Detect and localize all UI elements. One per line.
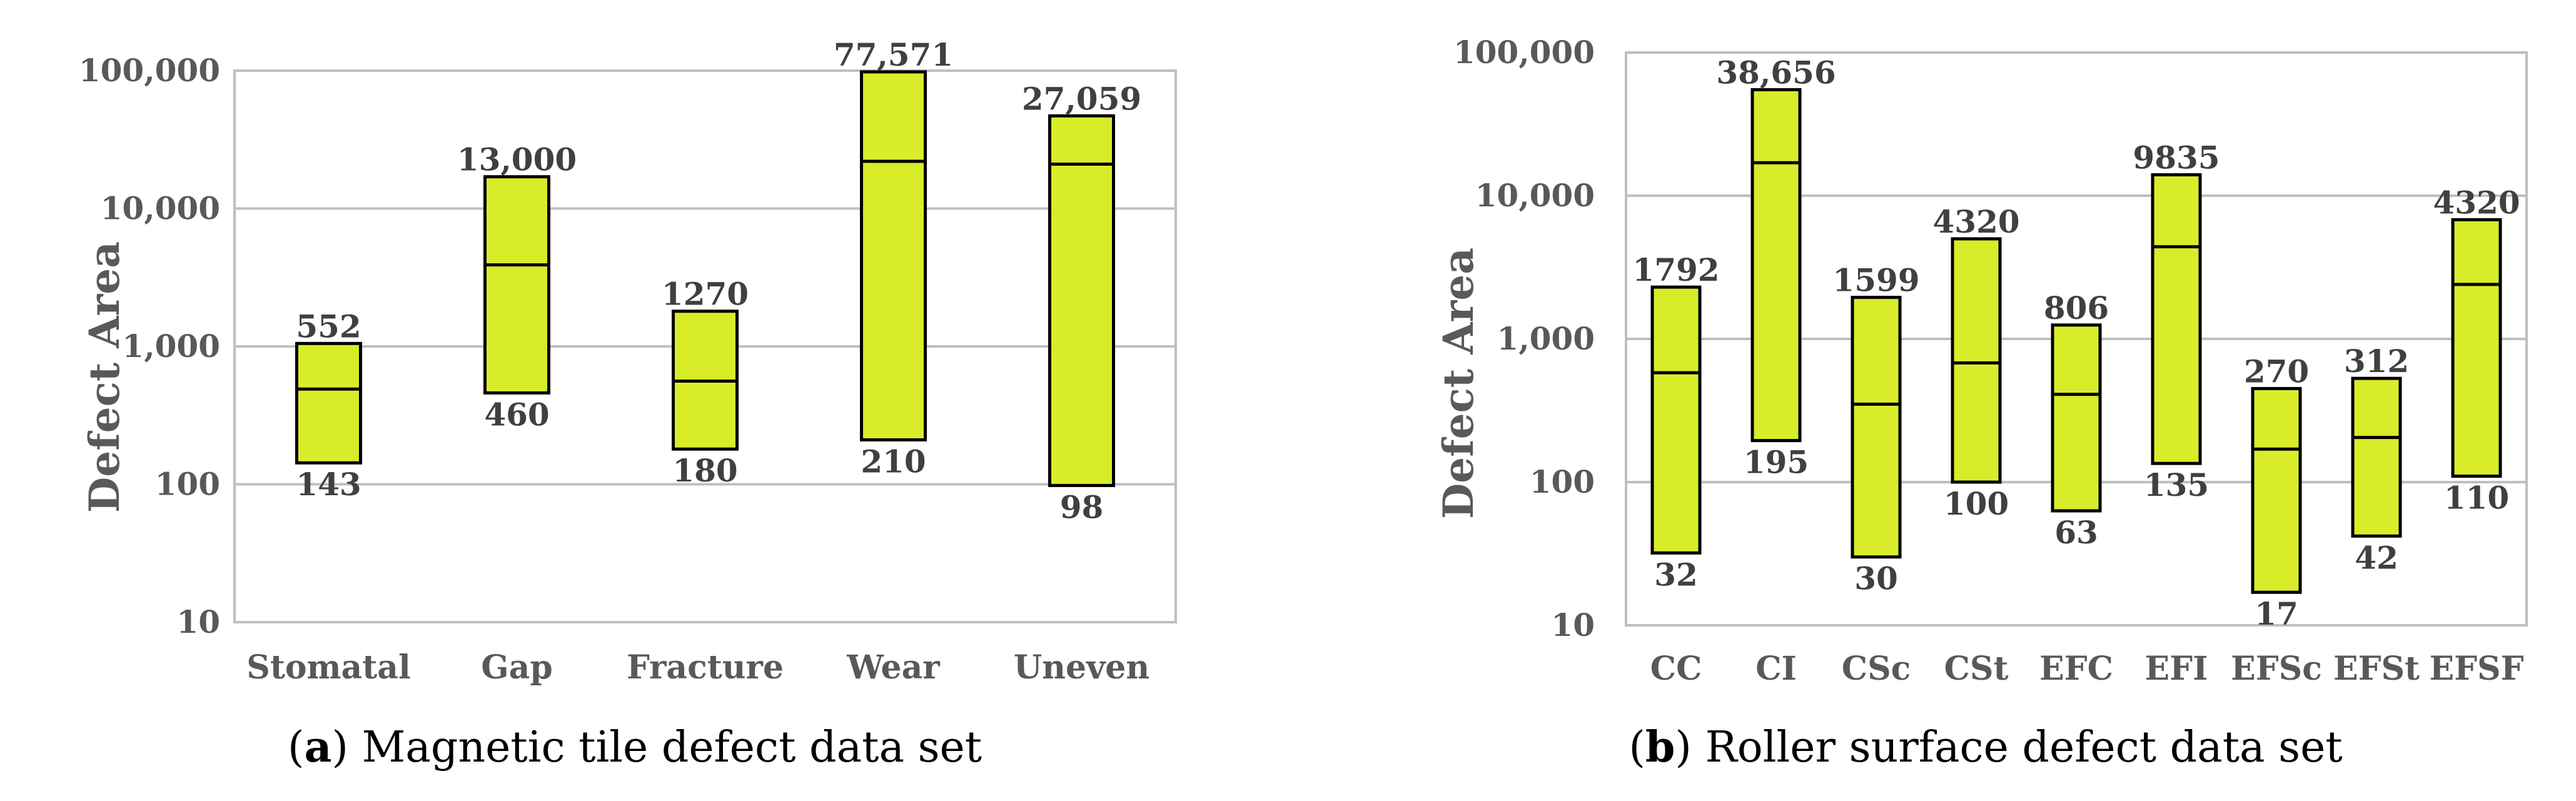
data-label-bottom: 135 xyxy=(2144,466,2209,503)
data-label-bottom: 195 xyxy=(1744,444,1809,481)
x-tick-label: Wear xyxy=(846,648,940,687)
x-tick-label: Fracture xyxy=(627,648,784,687)
y-tick-label: 100,000 xyxy=(79,52,220,89)
y-tick-label: 10,000 xyxy=(1475,177,1595,214)
y-tick-label: 100 xyxy=(155,466,220,503)
panel-b-chart: 10 100 1,000 10,000 100,000 Defect Area 1792 32… xyxy=(1434,34,2528,688)
range-bar xyxy=(1750,88,1802,443)
x-tick-label: EFSc xyxy=(2231,650,2322,688)
data-label-top: 270 xyxy=(2244,353,2309,390)
data-label-top: 4320 xyxy=(2433,184,2520,221)
y-tick-label: 1,000 xyxy=(1497,320,1595,357)
data-label-bottom: 30 xyxy=(1854,560,1898,597)
data-label-top: 312 xyxy=(2344,343,2409,380)
y-axis-title: Defect Area xyxy=(1434,248,1483,519)
data-label-bottom: 110 xyxy=(2444,480,2509,516)
data-label-bottom: 42 xyxy=(2355,539,2398,576)
data-label-top: 552 xyxy=(296,308,361,345)
data-label-bottom: 32 xyxy=(1654,556,1698,593)
data-label-bottom: 63 xyxy=(2054,514,2098,551)
y-tick-label: 10,000 xyxy=(101,190,220,227)
data-label-bottom: 460 xyxy=(484,396,549,433)
data-label-bottom: 98 xyxy=(1060,488,1104,525)
x-tick-label: EFSt xyxy=(2333,650,2420,688)
data-label-bottom: 100 xyxy=(1944,485,2009,522)
x-tick-label: Uneven xyxy=(1014,648,1149,687)
plot-area-border xyxy=(233,69,1177,623)
data-label-top: 4320 xyxy=(1932,203,2019,240)
y-tick-label: 10 xyxy=(1551,607,1595,643)
y-tick-label: 100,000 xyxy=(1453,34,1595,71)
data-label-top: 13,000 xyxy=(457,141,577,178)
data-label-top: 806 xyxy=(2044,290,2109,326)
x-tick-label: CSc xyxy=(1842,650,1911,688)
data-label-bottom: 17 xyxy=(2255,595,2298,632)
y-tick-label: 100 xyxy=(1530,463,1595,500)
range-bar xyxy=(295,341,362,465)
data-label-top: 1599 xyxy=(1832,262,1919,299)
range-bar xyxy=(1951,237,2002,484)
x-tick-label: EFI xyxy=(2145,650,2208,688)
caption-a: (a) Magnetic tile defect data set xyxy=(288,722,982,772)
plot-area-border xyxy=(1625,51,2528,627)
data-label-bottom: 180 xyxy=(672,452,737,489)
data-label-top: 38,656 xyxy=(1716,54,1836,91)
x-tick-label: EFC xyxy=(2039,650,2113,688)
range-bar xyxy=(2151,173,2202,465)
x-tick-label: EFSF xyxy=(2429,650,2523,688)
x-tick-label: CSt xyxy=(1944,650,2009,688)
x-tick-label: Stomatal xyxy=(246,648,410,687)
x-tick-label: CC xyxy=(1650,650,1702,688)
range-bar xyxy=(2451,218,2502,478)
caption-b: (b) Roller surface defect data set xyxy=(1629,722,2342,772)
range-bar xyxy=(2351,376,2402,538)
data-label-bottom: 210 xyxy=(861,443,926,480)
range-bar xyxy=(2251,386,2302,594)
data-label-bottom: 143 xyxy=(296,466,361,503)
y-tick-label: 10 xyxy=(176,603,220,640)
range-bar xyxy=(1851,296,1902,559)
data-label-top: 1792 xyxy=(1632,251,1719,288)
range-bar xyxy=(1650,285,1702,555)
range-bar xyxy=(2051,323,2102,513)
y-tick-label: 1,000 xyxy=(122,328,220,365)
range-bar xyxy=(860,70,927,441)
x-tick-label: CI xyxy=(1755,650,1797,688)
data-label-top: 27,059 xyxy=(1022,80,1141,117)
panel-a-chart: 10 100 1,000 10,000 100,000 Defect Area 552 143… xyxy=(79,36,1177,687)
range-bar xyxy=(483,175,550,395)
y-axis-title: Defect Area xyxy=(80,241,129,513)
data-label-top: 77,571 xyxy=(834,36,953,73)
range-bar xyxy=(1048,114,1115,487)
data-label-top: 9835 xyxy=(2133,139,2220,176)
x-tick-label: Gap xyxy=(481,648,552,687)
data-label-top: 1270 xyxy=(662,276,749,313)
